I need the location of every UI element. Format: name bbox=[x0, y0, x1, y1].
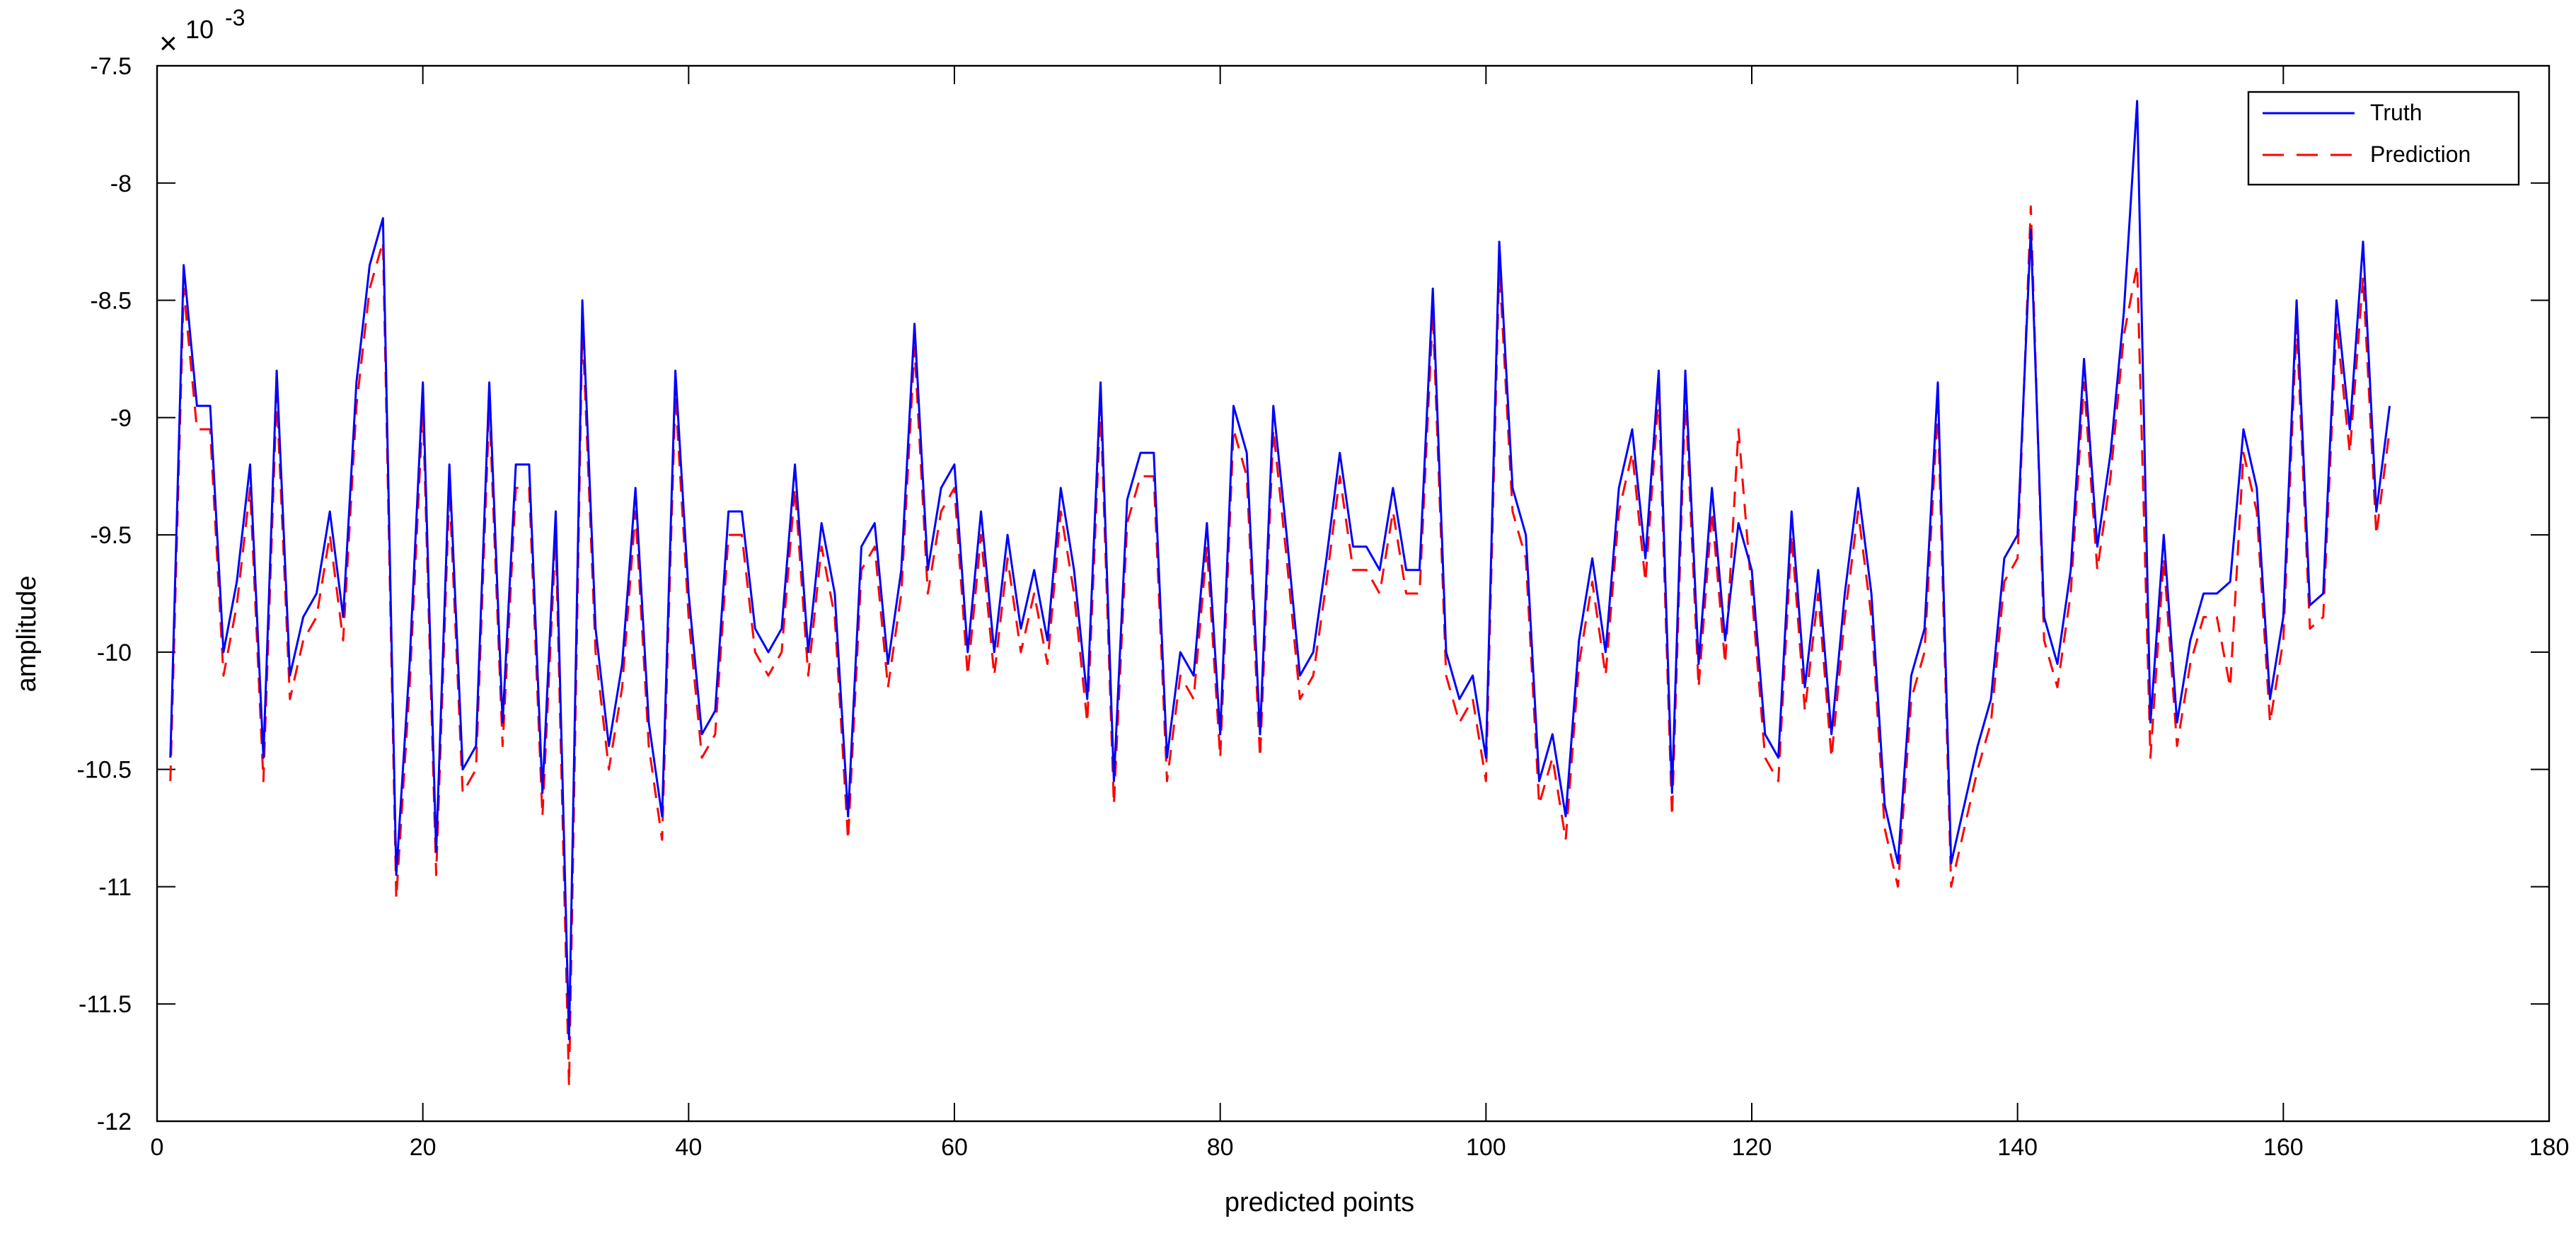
y-tick-label: -8.5 bbox=[90, 288, 132, 315]
legend-truth-label: Truth bbox=[2370, 100, 2422, 125]
x-tick-label: 0 bbox=[151, 1134, 164, 1161]
exponent-power: -3 bbox=[225, 5, 245, 30]
exponent-base: 10 bbox=[185, 15, 214, 44]
y-tick-label: -8 bbox=[110, 170, 132, 197]
y-tick-label: -10.5 bbox=[77, 757, 132, 784]
y-tick-label: -11 bbox=[98, 874, 132, 901]
x-tick-label: 80 bbox=[1207, 1134, 1234, 1161]
legend-prediction-label: Prediction bbox=[2370, 141, 2471, 167]
x-tick-label: 120 bbox=[1732, 1134, 1772, 1161]
y-tick-label: -11.5 bbox=[79, 991, 132, 1018]
x-tick-label: 160 bbox=[2263, 1134, 2304, 1161]
y-tick-label: -10 bbox=[97, 639, 132, 666]
x-tick-label: 20 bbox=[410, 1134, 437, 1161]
y-tick-label: -7.5 bbox=[90, 53, 132, 80]
y-tick-label: -12 bbox=[97, 1108, 132, 1135]
legend-box bbox=[2247, 91, 2520, 186]
x-tick-label: 40 bbox=[675, 1134, 702, 1161]
x-axis-label: predicted points bbox=[1225, 1188, 1414, 1217]
x-tick-label: 100 bbox=[1466, 1134, 1506, 1161]
exponent-times: × bbox=[159, 26, 178, 61]
series-layer bbox=[169, 100, 2391, 1087]
y-tick-label: -9.5 bbox=[90, 522, 132, 549]
y-tick-label: -9 bbox=[110, 405, 132, 432]
x-tick-label: 60 bbox=[941, 1134, 968, 1161]
x-tick-label: 180 bbox=[2529, 1134, 2570, 1161]
series-line-truth bbox=[169, 100, 2391, 1041]
x-axis-ticks: 0 20 40 60 80 100 120 140 160 180 bbox=[151, 66, 2570, 1161]
y-axis-ticks: -7.5 -8 -8.5 -9 -9.5 -10 -10.5 -11 -11.5 -12 bbox=[77, 53, 2549, 1135]
series-line-prediction bbox=[169, 205, 2391, 1087]
y-axis-label: amplitude bbox=[12, 576, 42, 693]
plot-area bbox=[156, 64, 2551, 1123]
exponent-label: × 10 -3 bbox=[159, 5, 245, 61]
x-tick-label: 140 bbox=[1997, 1134, 2038, 1161]
legend: Truth Prediction bbox=[2247, 91, 2520, 186]
